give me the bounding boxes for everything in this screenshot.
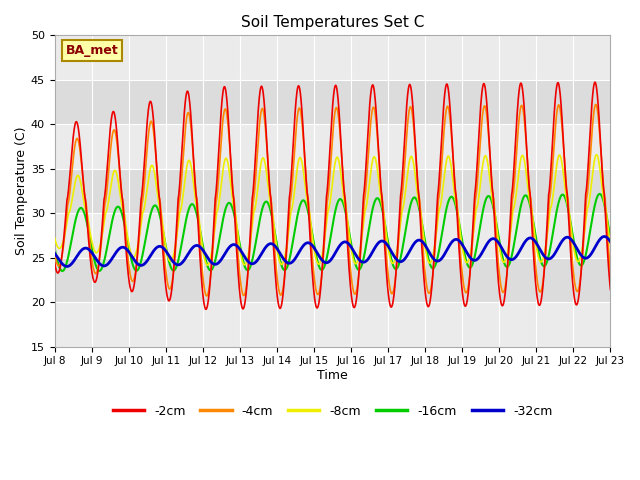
- -2cm: [573, 301, 581, 307]
- Bar: [54, 302, 611, 347]
- -8cm: [557, 157, 565, 163]
- -16cm: [361, 250, 369, 255]
- -8cm: [51, 235, 58, 240]
- -4cm: [203, 293, 211, 299]
- -2cm: [206, 283, 214, 288]
- Bar: [54, 80, 611, 124]
- -32cm: [51, 251, 58, 256]
- -2cm: [557, 108, 565, 114]
- X-axis label: Time: Time: [317, 369, 348, 382]
- -16cm: [51, 245, 58, 251]
- -16cm: [349, 250, 356, 256]
- -2cm: [607, 287, 614, 292]
- -2cm: [494, 276, 502, 282]
- -32cm: [573, 246, 581, 252]
- Text: BA_met: BA_met: [66, 44, 118, 57]
- -4cm: [573, 288, 581, 294]
- -16cm: [573, 254, 581, 260]
- -4cm: [361, 195, 369, 201]
- -8cm: [607, 243, 614, 249]
- -8cm: [593, 152, 600, 157]
- -4cm: [494, 259, 502, 264]
- Bar: [54, 124, 611, 169]
- Line: -16cm: -16cm: [54, 194, 611, 271]
- -16cm: [206, 267, 214, 273]
- -2cm: [361, 180, 369, 186]
- Line: -32cm: -32cm: [54, 237, 611, 266]
- -8cm: [494, 236, 502, 242]
- Line: -8cm: -8cm: [54, 155, 611, 265]
- Y-axis label: Soil Temperature (C): Soil Temperature (C): [15, 127, 28, 255]
- Legend: -2cm, -4cm, -8cm, -16cm, -32cm: -2cm, -4cm, -8cm, -16cm, -32cm: [108, 400, 557, 423]
- -16cm: [607, 236, 614, 241]
- Line: -2cm: -2cm: [54, 82, 611, 309]
- -32cm: [494, 240, 502, 245]
- Bar: [54, 169, 611, 213]
- -8cm: [204, 262, 211, 268]
- -32cm: [361, 259, 369, 265]
- -8cm: [349, 254, 356, 260]
- -4cm: [607, 269, 614, 275]
- -2cm: [349, 301, 356, 307]
- -2cm: [202, 306, 210, 312]
- -32cm: [600, 234, 608, 240]
- -32cm: [63, 264, 71, 269]
- -16cm: [494, 231, 502, 237]
- -32cm: [349, 247, 356, 252]
- Bar: [54, 213, 611, 258]
- -4cm: [51, 250, 58, 255]
- -8cm: [573, 258, 581, 264]
- -32cm: [206, 258, 214, 264]
- -8cm: [206, 258, 214, 264]
- -4cm: [557, 118, 565, 124]
- -4cm: [349, 285, 356, 291]
- Line: -4cm: -4cm: [54, 105, 611, 296]
- Title: Soil Temperatures Set C: Soil Temperatures Set C: [241, 15, 424, 30]
- -4cm: [206, 280, 214, 286]
- -2cm: [51, 260, 58, 265]
- -4cm: [592, 102, 600, 108]
- Bar: [54, 36, 611, 80]
- -32cm: [557, 239, 565, 245]
- -8cm: [361, 208, 369, 214]
- Bar: [54, 258, 611, 302]
- -32cm: [607, 239, 614, 245]
- -2cm: [591, 79, 599, 85]
- -16cm: [557, 192, 565, 198]
- -16cm: [596, 191, 604, 197]
- -16cm: [58, 268, 66, 274]
